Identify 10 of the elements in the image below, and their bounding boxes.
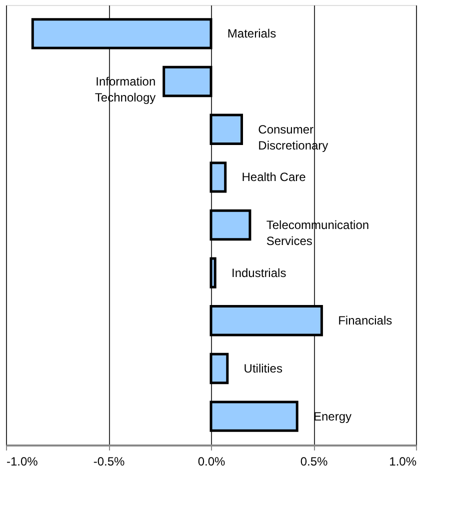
- x-tick-label: 0.5%: [300, 454, 328, 468]
- y-tick-label: Utilities: [244, 361, 282, 376]
- y-tick-label: Financials: [338, 314, 392, 328]
- y-tick-label: Materials: [227, 26, 276, 41]
- y-tick-label: Industrials: [232, 266, 286, 280]
- x-tick-label: 1.0%: [389, 454, 417, 468]
- y-tick-label: Health Care: [242, 170, 306, 184]
- x-tick-label: -1.0%: [6, 454, 38, 468]
- x-tick-label: 0.0%: [198, 454, 226, 468]
- x-tick-label: -0.5%: [93, 454, 125, 468]
